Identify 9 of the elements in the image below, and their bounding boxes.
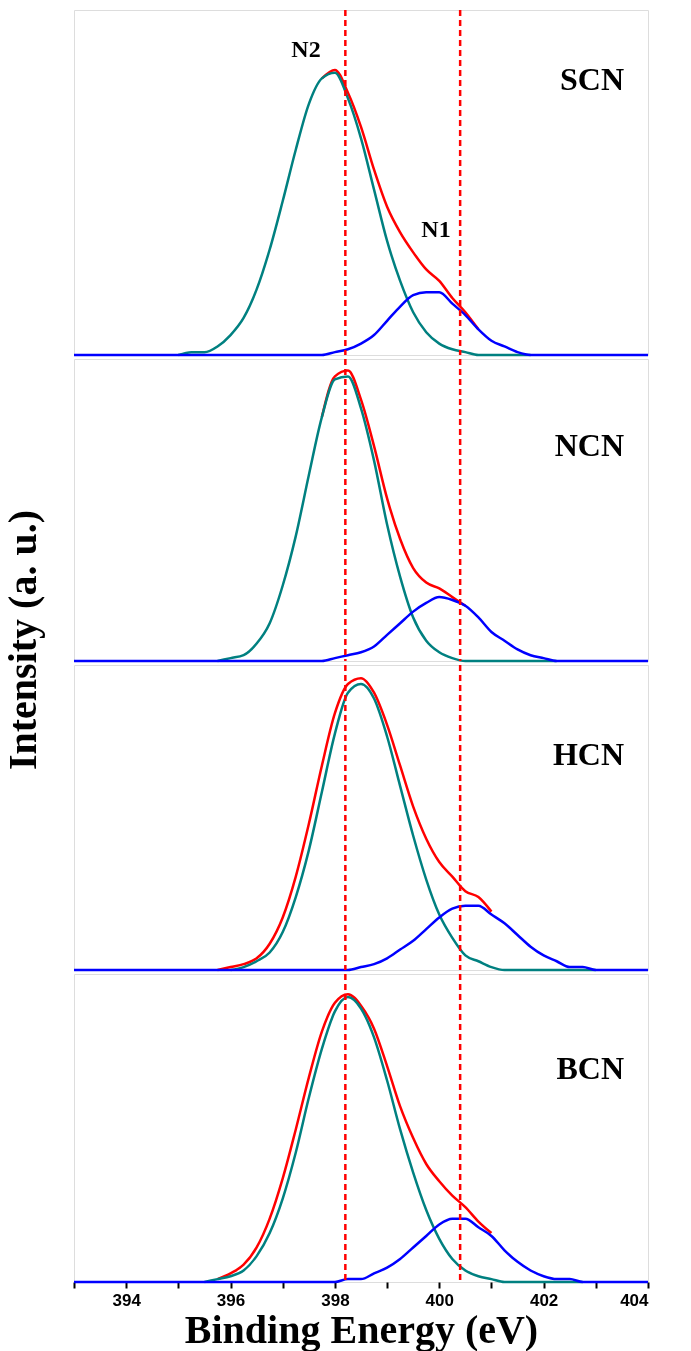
annotation: N1 [421, 216, 451, 242]
x-tick-label: 394 [112, 1290, 142, 1310]
x-tick-label: 404 [620, 1290, 650, 1310]
annotation: NCN [554, 427, 624, 463]
annotation: HCN [552, 736, 624, 772]
text: N2 [291, 36, 321, 62]
y-axis-title: Intensity (a. u.) [0, 509, 45, 771]
annotation: BCN [556, 1050, 624, 1086]
annotation: SCN [559, 61, 624, 97]
